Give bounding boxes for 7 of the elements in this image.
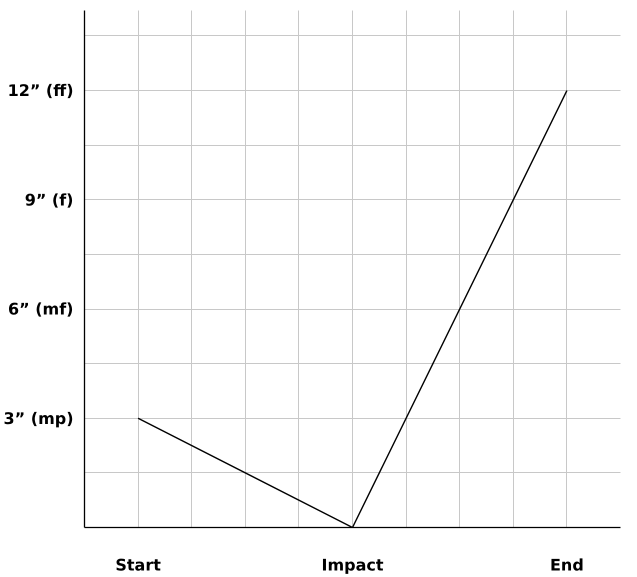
- y-tick-label: 6” (mf): [8, 300, 74, 319]
- x-tick-label: End: [550, 556, 584, 574]
- y-tick-label: 12” (ff): [8, 81, 74, 100]
- x-tick-label: Start: [115, 556, 162, 574]
- x-tick-label: Impact: [321, 556, 384, 574]
- y-tick-label: 3” (mp): [4, 408, 74, 428]
- y-tick-label: 9” (f): [24, 190, 74, 210]
